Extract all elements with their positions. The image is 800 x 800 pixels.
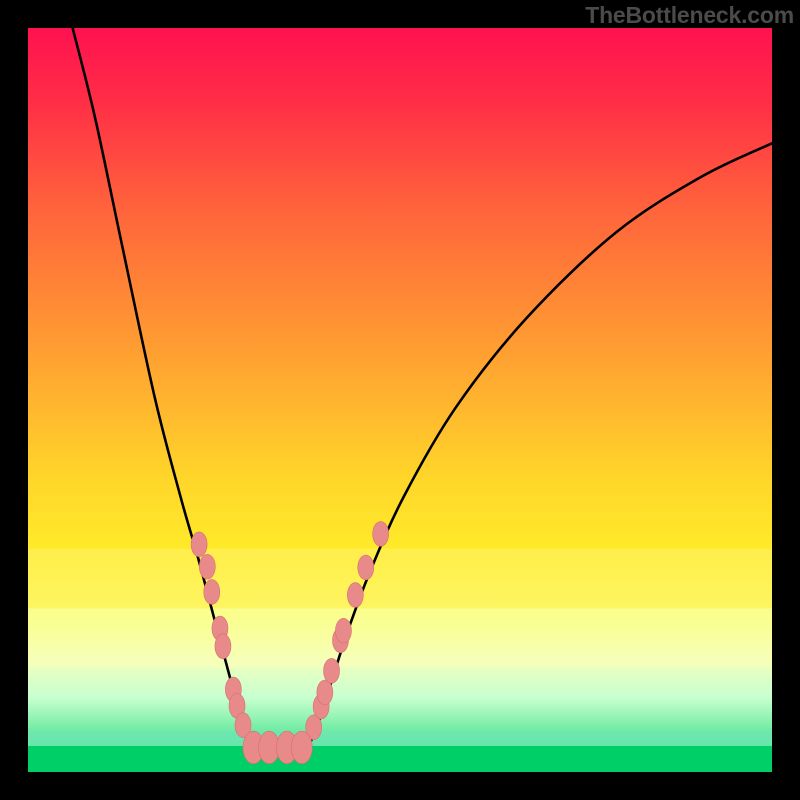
tint-band-1	[28, 608, 772, 668]
chart-svg	[0, 0, 800, 800]
tint-band-2	[28, 731, 772, 746]
marker-right-5	[335, 618, 351, 643]
marker-right-2	[317, 680, 333, 705]
marker-left-0	[191, 532, 207, 557]
marker-right-7	[358, 555, 374, 580]
marker-bottom-3	[291, 731, 312, 764]
marker-right-8	[373, 522, 389, 547]
marker-right-3	[324, 658, 340, 683]
tint-band-3	[28, 746, 772, 772]
marker-left-1	[199, 554, 215, 579]
marker-right-6	[347, 583, 363, 608]
marker-left-2	[204, 580, 220, 605]
watermark-text: TheBottleneck.com	[585, 2, 794, 29]
marker-left-4	[215, 634, 231, 659]
tint-band-0	[28, 549, 772, 609]
chart-frame: TheBottleneck.com	[0, 0, 800, 800]
